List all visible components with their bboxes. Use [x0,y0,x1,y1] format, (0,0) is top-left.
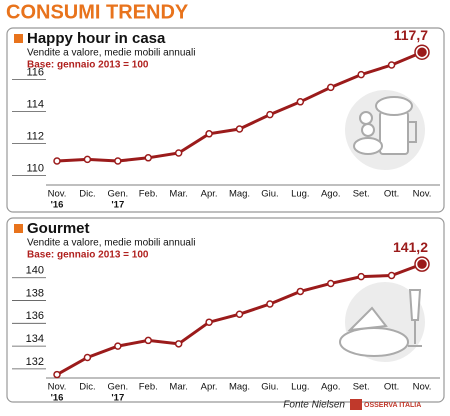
value-label: 141,2 [393,239,428,255]
x-tick-label: Apr. [201,382,218,393]
logo-text: OSSERVA ITALIA [364,402,421,409]
x-tick-label: Set. [353,382,370,393]
panel [6,217,445,403]
point-marker [266,300,274,308]
point-marker [417,259,427,269]
point-marker [53,157,61,165]
point-marker [174,149,183,157]
panel [6,27,445,213]
x-tick-label: Apr. [201,189,218,200]
x-tick-label: Ago. [321,189,341,200]
point-marker [114,157,122,165]
chart-note: Base: gennaio 2013 = 100 [27,250,149,261]
value-label: 117,7 [394,27,428,43]
point-marker [174,340,183,348]
point-marker [327,279,335,288]
point-marker [387,61,396,69]
x-tick-label: Nov. [48,382,67,393]
y-tick-label: 110 [26,162,44,174]
beer-icon [345,90,425,170]
point-marker [296,98,305,106]
chart-subtitle: Vendite a valore, medie mobili annuali [27,238,195,249]
chart-title: Gourmet [27,220,90,237]
x-tick-sublabel: '17 [111,200,124,211]
point-marker [357,272,365,281]
x-tick-label: Nov. [48,189,67,200]
x-tick-label: Dic. [79,189,95,200]
x-tick-label: Mar. [169,382,187,393]
point-marker [83,155,92,164]
x-tick-label: Giu. [261,189,278,200]
point-marker [114,342,122,350]
point-marker [205,318,213,326]
title-square [14,224,23,233]
x-tick-sublabel: '17 [111,393,124,404]
title-square [14,34,23,43]
x-tick-label: Lug. [291,189,310,200]
point-marker [266,110,274,119]
x-tick-label: Ott. [384,189,399,200]
y-tick-label: 140 [26,265,44,277]
point-marker [235,310,244,318]
x-tick-label: Set. [353,189,370,200]
x-tick-label: Mar. [169,189,187,200]
page-title: CONSUMI TRENDY [6,1,189,23]
chart-note: Base: gennaio 2013 = 100 [27,60,149,71]
x-tick-label: Dic. [79,382,95,393]
point-marker [235,125,244,133]
point-marker [205,130,213,138]
y-tick-label: 138 [26,287,44,299]
y-tick-label: 134 [26,333,44,345]
point-marker [144,154,152,162]
source: Fonte Nielsen [283,400,345,411]
x-tick-label: Lug. [291,382,310,393]
point-marker [144,336,152,345]
x-tick-label: Nov. [413,189,432,200]
point-marker [53,370,61,379]
point-marker [417,47,427,57]
x-tick-label: Gen. [108,189,129,200]
gourmet-icon [339,282,425,362]
x-tick-label: Feb. [139,189,158,200]
point-marker [387,271,396,280]
y-tick-label: 116 [26,66,44,78]
x-tick-label: Giu. [261,382,278,393]
x-tick-label: Mag. [229,189,250,200]
logo-mark [350,399,362,410]
x-tick-label: Ott. [384,382,399,393]
x-tick-sublabel: '16 [51,393,64,404]
point-marker [83,353,92,362]
point-marker [357,70,365,79]
x-tick-label: Nov. [413,382,432,393]
chart-subtitle: Vendite a valore, medie mobili annuali [27,48,195,59]
x-tick-label: Mag. [229,382,250,393]
x-tick-label: Gen. [108,382,129,393]
point-marker [327,83,335,92]
x-tick-label: Ago. [321,382,341,393]
x-tick-sublabel: '16 [51,200,64,211]
y-tick-label: 112 [26,130,44,142]
x-tick-label: Feb. [139,382,158,393]
chart-title: Happy hour in casa [27,30,166,47]
point-marker [296,287,305,296]
y-tick-label: 114 [26,98,44,110]
y-tick-label: 136 [26,310,44,322]
y-tick-label: 132 [26,356,44,368]
